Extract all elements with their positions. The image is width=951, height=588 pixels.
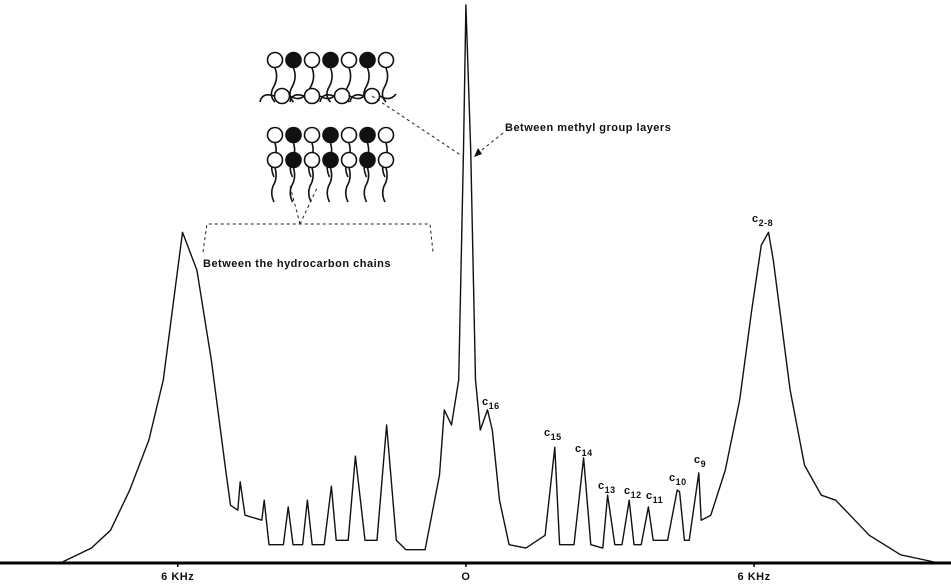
peak-label-base: c	[544, 427, 551, 439]
peak-label-sub: 10	[676, 477, 687, 487]
bracket	[203, 224, 433, 252]
lipid-head	[268, 153, 283, 168]
arrow-line	[478, 133, 503, 153]
peak-label: c16	[482, 396, 500, 411]
lipid-head	[286, 128, 301, 143]
peak-label: c11	[646, 490, 663, 505]
spectrum-line	[62, 5, 934, 562]
peak-label-sub: 2-8	[759, 218, 774, 228]
lipid-head	[342, 128, 357, 143]
lipid-head	[379, 153, 394, 168]
lipid-head	[305, 89, 320, 104]
page: {"chart_data": {"type": "line", "x": [-8…	[0, 0, 951, 588]
peak-label: c13	[598, 480, 616, 495]
peak-label-sub: 15	[551, 432, 562, 442]
peak-label-sub: 12	[631, 490, 642, 500]
peak-label-base: c	[752, 213, 759, 225]
peak-label: c14	[575, 443, 593, 458]
peak-label-base: c	[669, 472, 676, 484]
lipid-head	[379, 53, 394, 68]
annotation: Between the hydrocarbon chains	[203, 258, 391, 270]
peak-label: c9	[694, 454, 706, 469]
lipid-head	[286, 153, 301, 168]
lipid-head	[275, 89, 290, 104]
x-tick-label: 6 KHz	[738, 571, 771, 583]
peak-label-sub: 16	[489, 401, 500, 411]
peak-label-base: c	[624, 485, 631, 497]
lipid-head	[286, 53, 301, 68]
peak-label-base: c	[482, 396, 489, 408]
peak-label: c10	[669, 472, 687, 487]
peak-label-sub: 9	[701, 459, 707, 469]
lipid-head	[360, 53, 375, 68]
lipid-head	[342, 153, 357, 168]
lipid-head	[360, 128, 375, 143]
peak-label: c2-8	[752, 213, 773, 228]
peak-label: c12	[624, 485, 642, 500]
annotation: Between methyl group layers	[505, 122, 671, 134]
x-tick-label: O	[461, 571, 470, 583]
peak-label-base: c	[694, 454, 701, 466]
lipid-head	[305, 128, 320, 143]
lipid-head	[323, 153, 338, 168]
peak-label-sub: 13	[605, 485, 616, 495]
lipid-head	[360, 153, 375, 168]
bilayer-diagram	[260, 53, 396, 203]
lipid-head	[305, 153, 320, 168]
lipid-head	[335, 89, 350, 104]
leader-lines	[203, 96, 503, 252]
x-tick-label: 6 KHz	[161, 571, 194, 583]
lipid-head	[323, 128, 338, 143]
lipid-head	[305, 53, 320, 68]
lipid-head	[268, 128, 283, 143]
peak-label-base: c	[646, 490, 653, 502]
lipid-tail	[327, 68, 332, 102]
peak-label-sub: 14	[582, 448, 593, 458]
lipid-head	[323, 53, 338, 68]
leader-line	[290, 186, 318, 224]
peak-label-sub: 11	[653, 495, 664, 505]
peak-label: c15	[544, 427, 562, 442]
peak-label-base: c	[598, 480, 605, 492]
lipid-head	[342, 53, 357, 68]
peak-label-base: c	[575, 443, 582, 455]
arrow-head	[474, 148, 482, 157]
leader-line	[372, 96, 462, 156]
chart: 6 KHz O 6 KHz Between methyl group layers Be…	[0, 0, 951, 588]
lipid-head	[379, 128, 394, 143]
lipid-head	[268, 53, 283, 68]
